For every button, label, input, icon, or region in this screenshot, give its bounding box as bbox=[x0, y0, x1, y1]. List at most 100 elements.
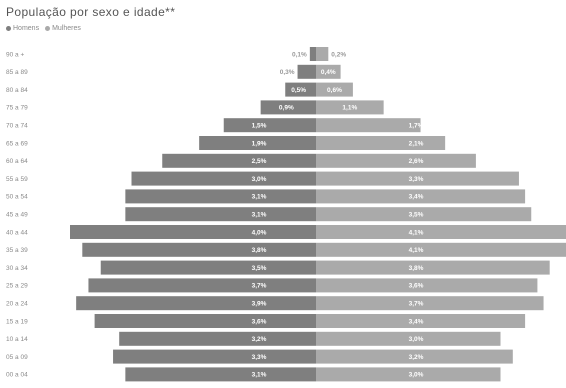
data-label-homens: 0,1% bbox=[292, 51, 307, 58]
bar-homens bbox=[70, 225, 316, 239]
age-group-label: 30 a 34 bbox=[6, 265, 28, 272]
bar-mulheres bbox=[316, 64, 341, 79]
bar-mulheres bbox=[316, 260, 550, 275]
data-label-homens: 3,6% bbox=[252, 318, 267, 325]
age-group-label: 60 a 64 bbox=[6, 158, 28, 165]
bar-homens bbox=[119, 331, 316, 346]
data-label-homens: 0,9% bbox=[279, 105, 294, 112]
data-label-mulheres: 2,6% bbox=[409, 158, 424, 165]
bar-mulheres bbox=[316, 171, 519, 186]
data-label-homens: 0,3% bbox=[280, 69, 295, 76]
bar-mulheres bbox=[316, 225, 566, 239]
bar-homens bbox=[113, 349, 316, 364]
data-label-homens: 3,1% bbox=[252, 212, 267, 219]
data-label-mulheres: 2,1% bbox=[409, 140, 424, 147]
legend-item-homens[interactable]: Homens bbox=[6, 25, 39, 32]
bar-mulheres bbox=[316, 242, 566, 257]
data-label-mulheres: 3,4% bbox=[409, 318, 424, 325]
bar-homens bbox=[100, 260, 316, 275]
legend: Homens Mulheres bbox=[6, 25, 81, 32]
data-label-homens: 3,0% bbox=[252, 176, 267, 183]
data-label-homens: 3,5% bbox=[252, 265, 267, 272]
data-label-homens: 3,3% bbox=[252, 354, 267, 361]
data-label-mulheres: 3,8% bbox=[409, 265, 424, 272]
data-label-mulheres: 3,0% bbox=[409, 336, 424, 343]
age-group-label: 45 a 49 bbox=[6, 212, 28, 219]
bar-mulheres bbox=[316, 100, 384, 115]
bar-homens bbox=[125, 207, 316, 222]
bar-homens bbox=[76, 296, 317, 311]
bar-homens bbox=[125, 189, 316, 204]
legend-item-mulheres[interactable]: Mulheres bbox=[45, 25, 81, 32]
bar-homens bbox=[82, 242, 316, 257]
age-group-label: 25 a 29 bbox=[6, 283, 28, 290]
data-label-mulheres: 4,1% bbox=[409, 247, 424, 254]
data-label-homens: 2,5% bbox=[252, 158, 267, 165]
age-group-label: 10 a 14 bbox=[6, 336, 28, 343]
bar-homens bbox=[297, 64, 316, 79]
data-label-mulheres: 1,7% bbox=[409, 123, 424, 130]
legend-swatch-homens bbox=[6, 26, 11, 31]
data-label-homens: 1,5% bbox=[252, 123, 267, 130]
bar-mulheres bbox=[316, 314, 526, 328]
bar-mulheres bbox=[316, 47, 329, 61]
bar-mulheres bbox=[316, 296, 544, 311]
age-group-label: 75 a 79 bbox=[6, 105, 28, 112]
data-label-mulheres: 0,4% bbox=[321, 69, 336, 76]
data-label-mulheres: 3,5% bbox=[409, 212, 424, 219]
data-label-homens: 3,1% bbox=[252, 194, 267, 201]
data-label-homens: 0,5% bbox=[291, 87, 306, 94]
bar-homens bbox=[162, 153, 316, 168]
data-label-mulheres: 3,7% bbox=[409, 301, 424, 308]
legend-label-mulheres: Mulheres bbox=[52, 25, 81, 32]
age-group-label: 20 a 24 bbox=[6, 301, 28, 308]
bar-mulheres bbox=[316, 82, 353, 97]
data-label-mulheres: 3,4% bbox=[409, 194, 424, 201]
age-group-label: 15 a 19 bbox=[6, 318, 28, 325]
bar-mulheres bbox=[316, 349, 513, 364]
data-label-mulheres: 3,3% bbox=[409, 176, 424, 183]
bar-homens bbox=[223, 118, 316, 133]
age-group-label: 90 a + bbox=[6, 51, 24, 58]
bar-mulheres bbox=[316, 207, 532, 222]
bar-mulheres bbox=[316, 331, 501, 346]
age-group-label: 00 a 04 bbox=[6, 372, 28, 379]
bar-mulheres bbox=[316, 136, 446, 150]
data-label-homens: 3,9% bbox=[252, 301, 267, 308]
bar-homens bbox=[285, 82, 316, 97]
data-label-mulheres: 3,0% bbox=[409, 372, 424, 379]
age-group-label: 80 a 84 bbox=[6, 87, 28, 94]
data-label-mulheres: 4,1% bbox=[409, 229, 424, 236]
data-label-homens: 3,2% bbox=[252, 336, 267, 343]
bar-mulheres bbox=[316, 367, 501, 382]
data-label-homens: 4,0% bbox=[252, 229, 267, 236]
data-label-homens: 1,9% bbox=[252, 140, 267, 147]
data-label-mulheres: 3,2% bbox=[409, 354, 424, 361]
data-label-homens: 3,1% bbox=[252, 372, 267, 379]
data-label-mulheres: 1,1% bbox=[342, 105, 357, 112]
data-label-mulheres: 0,2% bbox=[331, 51, 346, 58]
chart-title: População por sexo e idade** bbox=[6, 5, 176, 19]
bar-mulheres bbox=[316, 189, 526, 204]
data-label-mulheres: 0,6% bbox=[327, 87, 342, 94]
bar-homens bbox=[125, 367, 316, 382]
age-group-label: 40 a 44 bbox=[6, 229, 28, 236]
age-group-label: 85 a 89 bbox=[6, 69, 28, 76]
legend-swatch-mulheres bbox=[45, 26, 51, 31]
bar-homens bbox=[260, 100, 316, 115]
data-label-mulheres: 3,6% bbox=[409, 283, 424, 290]
bar-homens bbox=[309, 47, 316, 61]
age-group-label: 35 a 39 bbox=[6, 247, 28, 254]
age-group-label: 55 a 59 bbox=[6, 176, 28, 183]
age-group-label: 50 a 54 bbox=[6, 194, 28, 201]
bar-mulheres bbox=[316, 153, 476, 168]
bar-mulheres bbox=[316, 278, 538, 293]
age-group-label: 05 a 09 bbox=[6, 354, 28, 361]
bar-homens bbox=[199, 136, 316, 150]
data-label-homens: 3,7% bbox=[252, 283, 267, 290]
bar-mulheres bbox=[316, 118, 421, 133]
data-label-homens: 3,8% bbox=[252, 247, 267, 254]
age-group-label: 65 a 69 bbox=[6, 140, 28, 147]
bar-homens bbox=[131, 171, 316, 186]
